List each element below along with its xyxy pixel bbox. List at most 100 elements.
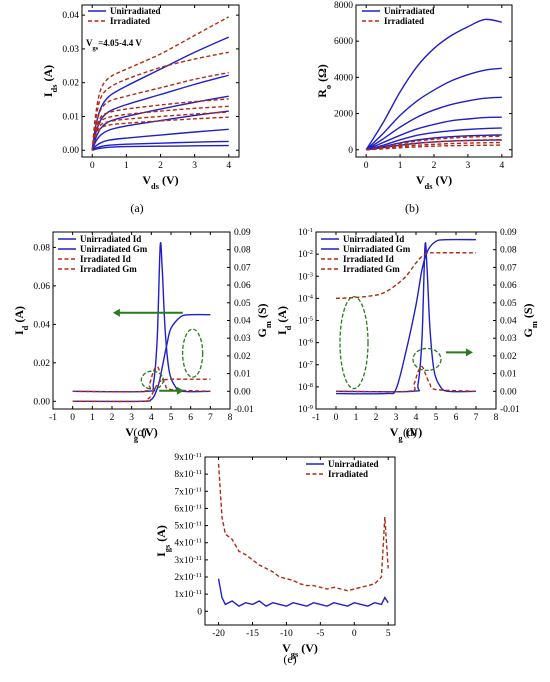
y-tick-label: 10-1 — [298, 227, 313, 239]
y-tick-label: 0.00 — [33, 397, 50, 407]
x-tick-label: 5 — [386, 629, 391, 639]
legend-entry: Irradiated — [384, 16, 424, 26]
x-tick-label: 0 — [334, 413, 339, 423]
series-line-unirradiated-0 — [365, 18, 502, 151]
y-tick-label: 8x10-11 — [174, 469, 202, 481]
x-tick-label: 8 — [494, 413, 499, 423]
y-axis-label: Id (A) — [12, 306, 30, 335]
plot-frame — [81, 4, 240, 158]
legend-entry: Unirradiated — [384, 6, 435, 16]
y2-tick-label: 0.07 — [234, 263, 251, 273]
x-tick-label: 0 — [90, 161, 95, 171]
chart-b: 0 1 2 3 4 0 2000 4000 6000 8000 Vds (V) Ro (Ω) Unirr… — [315, 1, 513, 215]
x-tick-label: 5 — [169, 413, 174, 423]
x-axis-label: Vds (V) — [416, 173, 452, 191]
y2-tick-label: 0.01 — [234, 370, 251, 380]
y-tick-label: 3x10-11 — [174, 554, 202, 566]
legend-entry: Irradiated Id — [343, 254, 394, 264]
legend-entry: Unirradiated Gm — [343, 244, 411, 254]
y-tick-label: 6x10-11 — [174, 503, 202, 515]
panel-caption: (a) — [130, 201, 143, 215]
y-tick-label: 0.02 — [33, 359, 50, 369]
x-tick-label: 6 — [454, 413, 459, 423]
chart-c: -1 0 1 2 3 4 5 6 7 8 0.00 0.02 0.04 0.06 0.08 -0.01 0.00… — [12, 228, 273, 443]
series-line-irradiated-10 — [366, 144, 502, 151]
y-tick-label: 4000 — [334, 73, 353, 83]
legend-entry: Irradiated — [110, 16, 150, 26]
y-axis-label: Igs (A) — [154, 525, 172, 557]
y-tick-label: 0.08 — [33, 243, 50, 253]
x-tick-label: 3 — [129, 413, 134, 423]
y-tick-label: 0.00 — [62, 146, 79, 156]
highlight-ellipse — [412, 347, 442, 372]
y-tick-label: 10-8 — [298, 381, 314, 393]
series-line-irradiated-11 — [91, 71, 229, 151]
y-tick-label: 2000 — [334, 110, 353, 120]
x-axis-label: Vds (V) — [142, 173, 178, 191]
highlight-ellipse — [140, 370, 164, 390]
y2-axis-label: Gm (S) — [521, 304, 539, 338]
chart-e: -20 -15 -10 -5 0 5 0 1x10-11 2x10-11 3x10-11 4x10-… — [154, 452, 396, 666]
arrowhead — [176, 386, 184, 395]
series-line-irradiated-3 — [72, 365, 211, 393]
x-tick-label: -15 — [246, 629, 259, 639]
y2-tick-label: 0.02 — [234, 352, 251, 362]
x-tick-label: 1 — [90, 413, 95, 423]
y2-tick-label: 0.02 — [500, 352, 517, 362]
y-tick-label: 10-9 — [298, 404, 314, 416]
x-tick-label: 3 — [192, 161, 197, 171]
y-tick-label: 0.04 — [33, 320, 50, 330]
y-tick-label: 0.04 — [62, 11, 79, 21]
x-tick-label: 0 — [352, 629, 357, 639]
y-tick-label: 10-5 — [298, 315, 314, 327]
y2-tick-label: -0.01 — [500, 405, 520, 415]
vgs-annotation: Vgs=4.05-4.4 V — [86, 38, 142, 52]
x-tick-label: 8 — [228, 413, 233, 423]
y2-tick-label: 0.09 — [500, 228, 517, 238]
legend-entry: Unirradiated — [328, 459, 379, 469]
legend-entry: Unirradiated Id — [80, 234, 141, 244]
green-annotations — [112, 308, 204, 395]
y-tick-label: 0 — [348, 146, 353, 156]
y-tick-label: 7x10-11 — [174, 486, 202, 498]
x-tick-label: 1 — [124, 161, 129, 171]
x-axis-label: Vgs (V) — [282, 641, 318, 659]
legend-entry: Irradiated Gm — [343, 264, 400, 274]
green-annotations — [339, 295, 473, 390]
y2-tick-label: 0.05 — [500, 299, 517, 309]
y2-tick-label: 0.09 — [234, 228, 251, 238]
x-tick-label: 4 — [414, 413, 419, 423]
series-line-unirradiated-0 — [72, 313, 211, 403]
series-line-unirradiated-1 — [365, 67, 502, 151]
y2-tick-label: 0.00 — [500, 387, 517, 397]
series-line-unirradiated-2 — [91, 128, 229, 151]
chart-d: -1 0 1 2 3 4 5 6 7 8 10-9 10-8 10-7 10-6 10-5 10-4 10-3 1… — [275, 227, 539, 443]
y-tick-label: 10-4 — [298, 293, 314, 305]
x-tick-label: 4 — [149, 413, 154, 423]
y2-tick-label: 0.08 — [234, 246, 251, 256]
series-line-unirradiated-1 — [335, 242, 477, 393]
plot-frame — [355, 4, 513, 158]
y-tick-label: 0.03 — [62, 45, 79, 55]
y2-tick-label: 0.05 — [234, 299, 251, 309]
x-tick-label: 3 — [466, 161, 471, 171]
x-tick-label: -1 — [312, 413, 320, 423]
series-line-irradiated-2 — [72, 378, 211, 403]
series-line-unirradiated-1 — [91, 140, 229, 151]
y2-tick-label: 0.06 — [234, 281, 251, 291]
y2-axis-label: Gm (S) — [255, 304, 273, 338]
x-tick-label: -10 — [280, 629, 293, 639]
y2-tick-label: 0.03 — [234, 334, 251, 344]
y2-tick-label: -0.01 — [234, 405, 254, 415]
y-tick-label: 0 — [197, 607, 202, 617]
series-line-unirradiated-2 — [365, 96, 502, 151]
y-tick-label: 0.01 — [62, 112, 79, 122]
series-line-irradiated-1 — [217, 463, 389, 592]
y-tick-label: 4x10-11 — [174, 537, 202, 549]
x-axis-label: Vg (V) — [125, 425, 158, 443]
legend-entry: Unirradiated Id — [343, 234, 404, 244]
